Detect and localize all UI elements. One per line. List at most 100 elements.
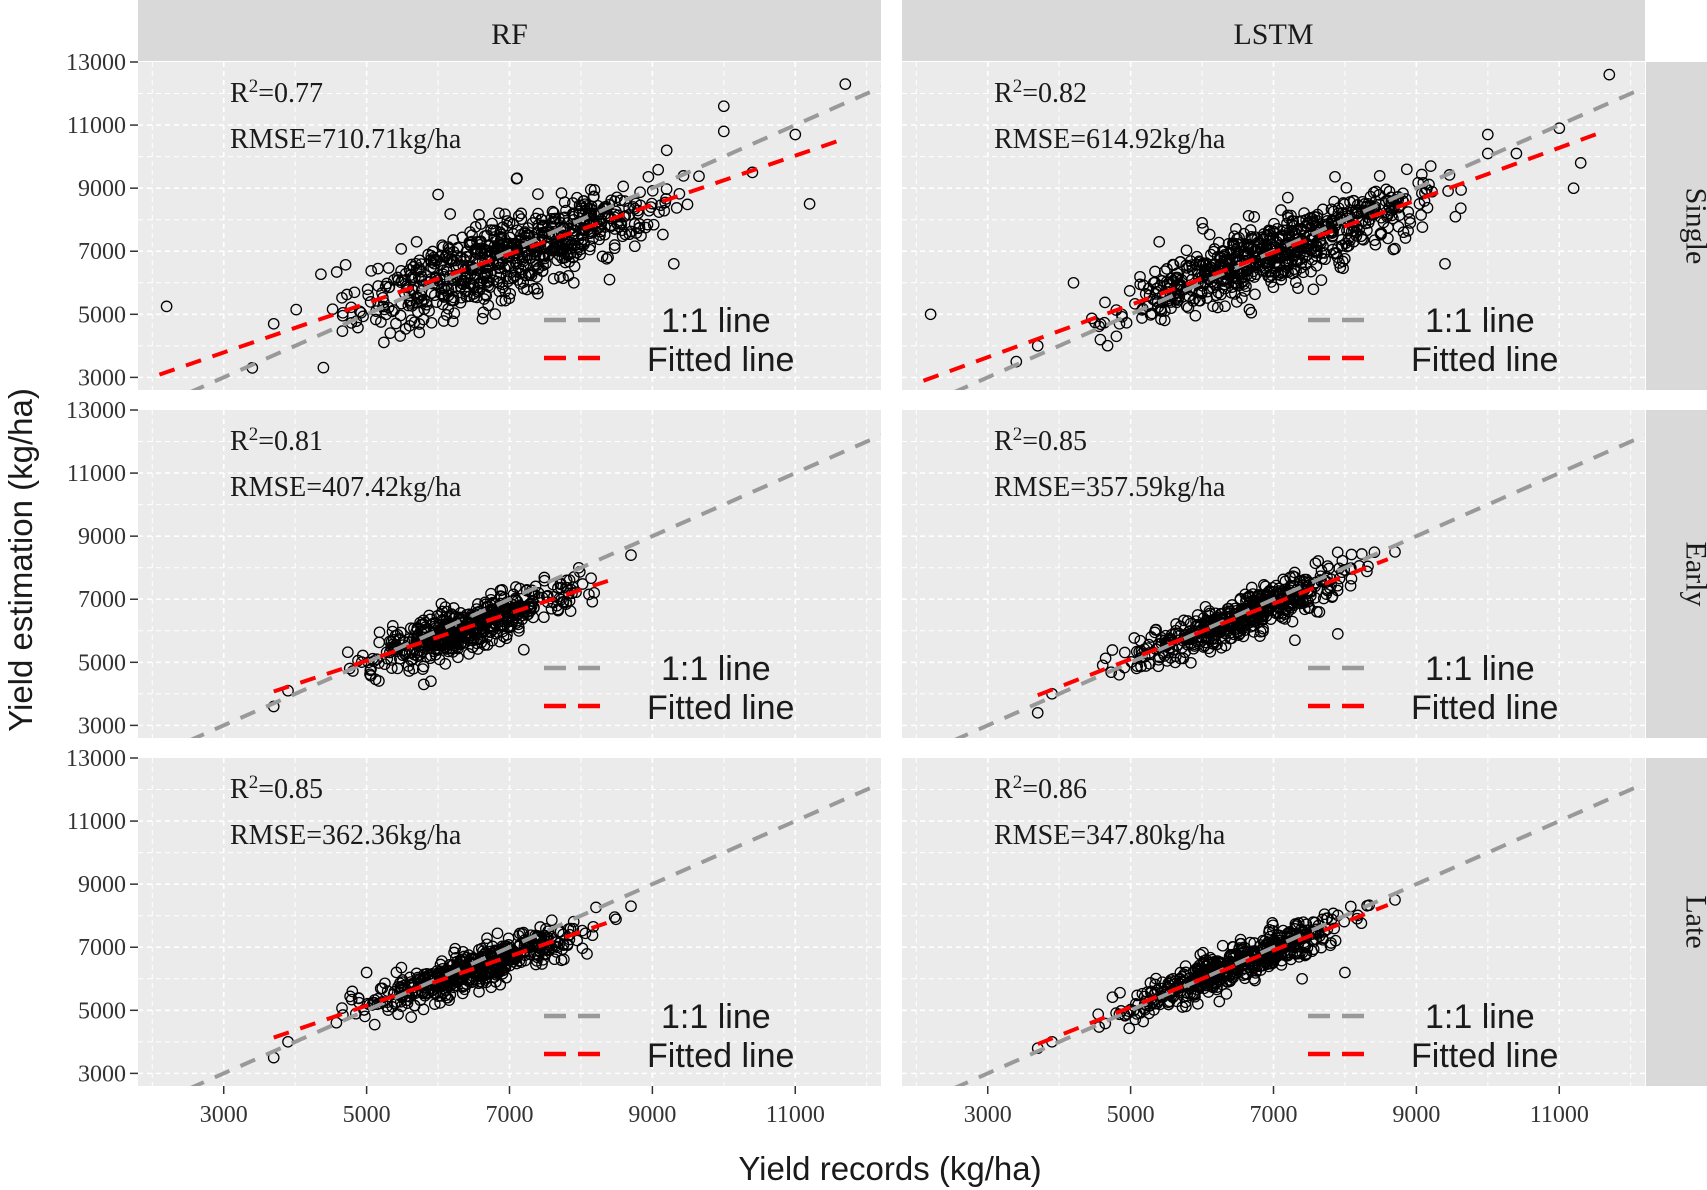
data-point [436, 239, 449, 252]
data-point [617, 180, 630, 193]
data-point [1325, 203, 1338, 216]
data-point [547, 272, 560, 285]
data-point [373, 636, 386, 649]
data-point [1120, 316, 1133, 329]
data-point [1311, 605, 1323, 618]
data-point [1374, 227, 1387, 240]
data-point [1213, 995, 1226, 1008]
data-point [1275, 931, 1288, 943]
data-point [394, 309, 407, 322]
y-tick-label: 7000 [78, 587, 126, 613]
data-point [1402, 224, 1414, 237]
data-point [399, 323, 412, 335]
data-point [576, 924, 589, 937]
data-point [1368, 546, 1381, 559]
data-point [1238, 278, 1250, 290]
data-point [602, 251, 614, 264]
data-point [392, 1008, 404, 1021]
data-point [608, 195, 621, 208]
data-point [1373, 198, 1386, 211]
data-point [1254, 260, 1266, 273]
data-point [361, 283, 374, 296]
one-to-one-line [190, 85, 881, 390]
data-point [545, 914, 558, 927]
data-point [1415, 168, 1428, 181]
data-point [623, 228, 636, 241]
data-point [613, 220, 626, 233]
data-point [1249, 288, 1261, 301]
data-point [385, 662, 398, 674]
data-point [475, 218, 487, 230]
data-point [451, 242, 464, 254]
reference-lines [954, 433, 1645, 738]
data-point [545, 602, 558, 615]
data-point [1177, 990, 1190, 1003]
data-point [1263, 225, 1276, 238]
data-point [456, 987, 469, 1000]
data-point [495, 960, 508, 973]
y-tick-label: 13000 [66, 398, 126, 424]
data-point [1153, 235, 1166, 248]
data-point [428, 289, 441, 302]
data-point [419, 616, 432, 629]
data-point [436, 298, 449, 311]
data-point [444, 208, 457, 220]
data-point [1331, 628, 1344, 640]
strip-early [1646, 410, 1707, 738]
data-point [455, 291, 468, 304]
data-point [365, 663, 377, 675]
data-point [1193, 285, 1206, 298]
data-point [1134, 634, 1147, 647]
data-point [1200, 257, 1213, 269]
x-axis-title: Yield records (kg/ha) [738, 1150, 1041, 1187]
data-point [1220, 988, 1233, 1000]
data-point [1286, 215, 1298, 227]
data-point [1309, 591, 1322, 604]
data-point [463, 250, 476, 263]
data-point [536, 213, 548, 226]
data-point [1155, 631, 1168, 644]
data-point [1349, 205, 1361, 218]
data-point [482, 299, 495, 312]
data-point [1031, 706, 1044, 719]
y-tick-label: 9000 [78, 524, 126, 550]
data-point [317, 361, 330, 374]
data-point [267, 317, 280, 330]
data-point [1208, 243, 1221, 255]
data-point [502, 615, 515, 628]
data-point [386, 620, 399, 632]
y-tick-label: 5000 [78, 302, 126, 328]
data-point [1123, 285, 1136, 297]
data-point [368, 1018, 381, 1031]
data-point [442, 241, 455, 253]
legend-label-fitted: Fitted line [647, 689, 794, 727]
data-point [667, 257, 680, 270]
data-point [1242, 209, 1255, 222]
data-point [803, 198, 816, 210]
rmse-annotation: RMSE=347.80kg/ha [994, 820, 1226, 851]
data-point [1123, 1022, 1136, 1035]
data-point [1289, 227, 1302, 239]
data-point [1144, 977, 1157, 989]
data-point [1291, 944, 1304, 957]
data-point [581, 948, 593, 960]
data-point [501, 219, 513, 232]
data-point [1225, 971, 1238, 984]
data-point [446, 635, 459, 647]
data-point [1393, 209, 1406, 221]
data-point [375, 316, 387, 328]
data-point [403, 633, 416, 645]
reference-lines [190, 781, 881, 1086]
data-point [567, 276, 580, 289]
fitted-line [273, 576, 618, 694]
data-point [587, 191, 600, 203]
data-point [1333, 224, 1345, 236]
data-point [1439, 257, 1451, 270]
data-point [557, 939, 570, 951]
data-point [560, 204, 572, 217]
data-point [1337, 197, 1350, 209]
rmse-annotation: RMSE=710.71kg/ha [230, 124, 462, 155]
data-point [1204, 951, 1217, 964]
data-point [568, 260, 581, 273]
